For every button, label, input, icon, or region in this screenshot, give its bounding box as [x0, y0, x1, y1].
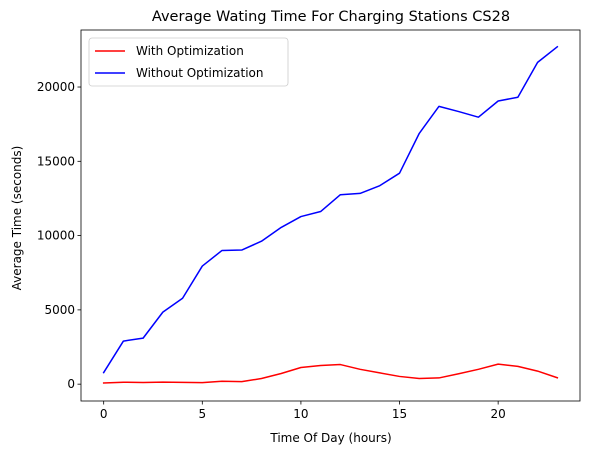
y-tick-label: 20000 [37, 80, 75, 94]
plot-frame [80, 29, 581, 402]
x-tick-label: 15 [392, 407, 407, 421]
y-tick-label: 10000 [37, 229, 75, 243]
x-axis-label: Time Of Day (hours) [269, 431, 391, 445]
chart-title: Average Wating Time For Charging Station… [152, 9, 510, 25]
series-line-1 [102, 363, 559, 384]
series-line-2 [102, 45, 559, 374]
x-tick-label: 0 [100, 407, 108, 421]
legend-box [88, 37, 289, 87]
plot-area [102, 45, 559, 384]
x-tick-label: 5 [198, 407, 206, 421]
legend-label-1: With Optimization [136, 44, 244, 58]
y-tick-label: 5000 [44, 303, 75, 317]
y-tick-label: 0 [67, 377, 75, 391]
axes: 0 5 10 15 20 0 5000 10000 15000 20000 [37, 29, 581, 421]
y-axis-label: Average Time (seconds) [10, 146, 24, 291]
x-tick-label: 10 [293, 407, 308, 421]
legend: With Optimization Without Optimization [88, 37, 289, 87]
x-tick-label: 20 [491, 407, 506, 421]
y-tick-label: 15000 [37, 154, 75, 168]
legend-label-2: Without Optimization [136, 66, 263, 80]
